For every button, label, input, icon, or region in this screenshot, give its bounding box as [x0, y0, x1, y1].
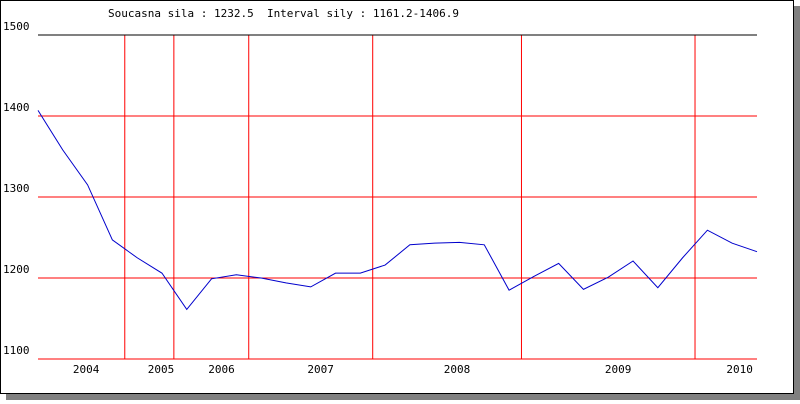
y-tick-label: 1100 — [3, 344, 30, 357]
x-tick-label: 2009 — [605, 363, 632, 376]
x-tick-label: 2005 — [148, 363, 175, 376]
chart-title: Soucasna sila : 1232.5 Interval sily : 1… — [108, 7, 459, 20]
x-tick-label: 2006 — [208, 363, 235, 376]
x-tick-label: 2004 — [73, 363, 100, 376]
x-tick-label: 2008 — [444, 363, 471, 376]
y-tick-label: 1400 — [3, 101, 30, 114]
y-tick-label: 1300 — [3, 182, 30, 195]
data-line — [37, 110, 758, 311]
y-tick-label: 1200 — [3, 263, 30, 276]
x-tick-label: 2010 — [726, 363, 753, 376]
y-tick-label: 1500 — [3, 20, 30, 33]
x-tick-label: 2007 — [307, 363, 334, 376]
